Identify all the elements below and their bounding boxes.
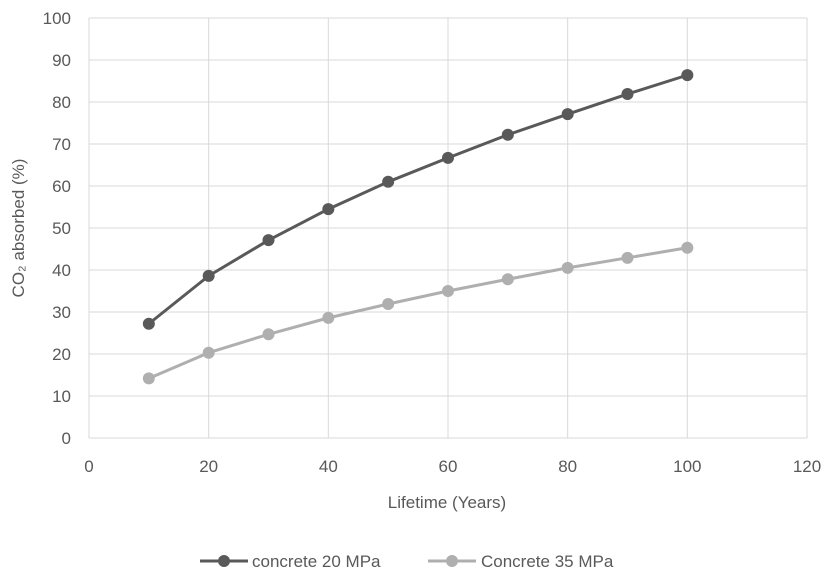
data-point (681, 241, 694, 254)
x-tick-label: 40 (319, 457, 338, 476)
legend-item-1: concrete 20 MPa (200, 552, 381, 571)
y-tick-label: 50 (52, 219, 71, 238)
x-tick-label: 80 (558, 457, 577, 476)
data-point (322, 203, 335, 216)
y-tick-label: 20 (52, 345, 71, 364)
series-1 (142, 69, 694, 330)
y-tick-label: 90 (52, 51, 71, 70)
x-tick-label: 120 (793, 457, 821, 476)
y-tick-label: 60 (52, 177, 71, 196)
x-tick-label: 100 (673, 457, 701, 476)
data-point (621, 88, 634, 101)
y-tick-label: 80 (52, 93, 71, 112)
data-point (621, 251, 634, 264)
y-tick-label: 0 (62, 429, 71, 448)
series-line-2 (148, 246, 688, 380)
grid (88, 17, 808, 439)
data-point (142, 372, 155, 385)
data-point (501, 273, 514, 286)
x-axis-title: Lifetime (Years) (388, 493, 506, 512)
data-point (561, 108, 574, 121)
data-point (501, 128, 514, 141)
data-point (681, 69, 694, 82)
legend-label-series-2: Concrete 35 MPa (481, 552, 614, 571)
data-point (262, 234, 275, 247)
y-tick-label: 40 (52, 261, 71, 280)
legend-marker-series-1 (218, 555, 230, 567)
legend-label-series-1: concrete 20 MPa (252, 552, 381, 571)
data-point (322, 311, 335, 324)
y-tick-label: 100 (43, 9, 71, 28)
legend-item-2: Concrete 35 MPa (428, 552, 614, 571)
data-point (142, 317, 155, 330)
x-tick-label: 20 (199, 457, 218, 476)
y-tick-label: 30 (52, 303, 71, 322)
data-point (262, 328, 275, 341)
series-line-1 (147, 73, 688, 325)
data-point (382, 175, 395, 188)
data-point (382, 298, 395, 311)
data-point (442, 285, 454, 297)
data-point (202, 346, 215, 359)
data-point (202, 269, 215, 282)
y-tick-label: 10 (52, 387, 71, 406)
y-axis-ticks: 0 10 20 30 40 50 60 70 80 90 100 (43, 9, 71, 448)
y-axis-title: CO₂ absorbed (%) (9, 159, 28, 298)
data-point (442, 151, 454, 164)
legend-marker-series-2 (446, 555, 458, 567)
x-tick-label: 0 (84, 457, 93, 476)
series-layer (142, 69, 694, 385)
x-axis-ticks: 0 20 40 60 80 100 120 (84, 457, 821, 476)
data-point (561, 261, 574, 274)
x-tick-label: 60 (439, 457, 458, 476)
legend: concrete 20 MPa Concrete 35 MPa (200, 552, 614, 571)
series-2 (142, 241, 694, 385)
y-tick-label: 70 (52, 135, 71, 154)
